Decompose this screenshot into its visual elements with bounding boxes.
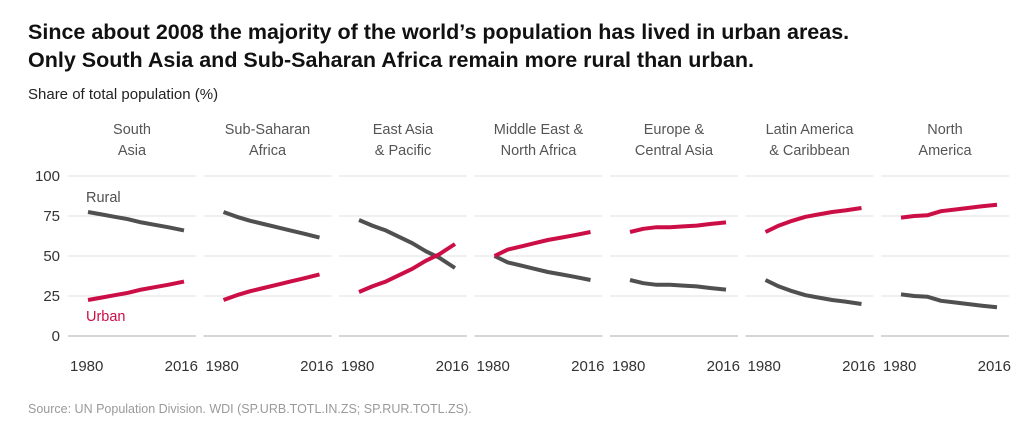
x-tick-label: 1980 [612, 358, 645, 375]
y-tick-label: 75 [43, 208, 60, 225]
series-line-rural [764, 278, 862, 306]
series-line-urban [900, 202, 998, 220]
x-tick-label: 2016 [165, 358, 198, 375]
panel-title-line: America [918, 143, 972, 159]
y-axis-label: Share of total population (%) [28, 86, 219, 103]
x-tick-label: 1980 [748, 358, 781, 375]
chart-title: Since about 2008 the majority of the wor… [28, 18, 1008, 74]
panel-title-line: Asia [118, 143, 147, 159]
x-tick-label: 2016 [842, 358, 875, 375]
chart-title-line-2: Only South Asia and Sub-Saharan Africa r… [28, 48, 754, 72]
x-tick-label: 2016 [978, 358, 1011, 375]
panel-title-line: North [927, 122, 962, 138]
series-line-rural [358, 218, 457, 270]
source-note: Source: UN Population Division. WDI (SP.… [28, 402, 472, 416]
x-tick-label: 1980 [206, 358, 239, 375]
y-tick-label: 50 [43, 248, 60, 265]
panel-title-line: & Pacific [375, 143, 431, 159]
panel-title-line: Latin America [766, 122, 855, 138]
panel-title-line: Africa [249, 143, 287, 159]
panel-title-line: Middle East & [494, 122, 584, 138]
y-tick-label: 0 [52, 328, 60, 345]
small-multiples-line-chart: 0 25 50 75 100 South Asia 1980 2016 Rural Urban Sub… [35, 122, 1011, 375]
rural-series-label: Rural [86, 190, 121, 206]
panel-title-line: Europe & [644, 122, 705, 138]
series-line-urban [222, 272, 320, 302]
y-tick-label: 100 [35, 168, 60, 185]
panel-title-line: North Africa [501, 143, 578, 159]
series-line-urban [87, 279, 185, 302]
urban-series-label: Urban [86, 309, 126, 325]
x-tick-label: 1980 [477, 358, 510, 375]
x-tick-label: 1980 [883, 358, 916, 375]
series-line-rural [900, 292, 998, 310]
series-line-rural [222, 210, 320, 240]
x-tick-label: 2016 [300, 358, 333, 375]
chart-title-line-1: Since about 2008 the majority of the wor… [28, 20, 850, 44]
series-line-rural [629, 278, 727, 292]
series-line-urban [493, 230, 591, 258]
panel-title-line: East Asia [373, 122, 434, 138]
panel-title-line: South [113, 122, 151, 138]
series-line-urban [764, 206, 862, 234]
x-tick-label: 1980 [341, 358, 374, 375]
x-tick-label: 2016 [707, 358, 740, 375]
x-tick-label: 1980 [70, 358, 103, 375]
series-line-rural [493, 254, 591, 282]
panel-title-line: Central Asia [635, 143, 714, 159]
panel-title-line: Sub-Saharan [225, 122, 310, 138]
series-line-rural [87, 210, 185, 233]
series-line-urban [358, 242, 457, 294]
panel-title-line: & Caribbean [769, 143, 850, 159]
x-tick-label: 2016 [436, 358, 469, 375]
x-tick-label: 2016 [571, 358, 604, 375]
y-tick-label: 25 [43, 288, 60, 305]
series-line-urban [629, 220, 727, 234]
